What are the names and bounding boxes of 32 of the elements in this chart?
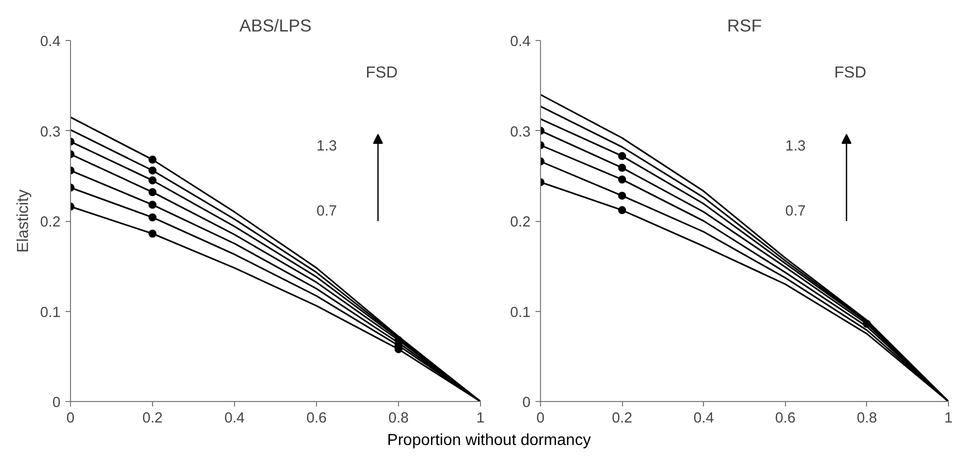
annotation: 1.3	[785, 138, 806, 155]
y-tick-label: 0.3	[510, 124, 530, 140]
x-tick-label: 0.8	[856, 410, 878, 426]
y-tick-label: 0.1	[510, 304, 530, 321]
annotation: 0.7	[316, 204, 337, 220]
y-tick-label: 0	[522, 395, 531, 411]
x-tick-label: 0.8	[388, 410, 409, 426]
x-tick-label: 0	[536, 410, 545, 426]
y-tick-label: 0.3	[40, 124, 60, 140]
x-tick-label: 0.2	[142, 410, 163, 426]
annotation: FSD	[366, 64, 398, 82]
y-tick-label: 0.2	[40, 214, 60, 230]
y-tick-label: 0	[52, 395, 61, 411]
x-tick-label: 0.2	[612, 410, 632, 426]
y-axis-title: Elasticity	[15, 189, 32, 253]
x-tick-label: 1	[944, 410, 953, 426]
y-tick-label: 0.2	[510, 214, 530, 230]
x-tick-label: 0	[66, 410, 75, 426]
x-tick-label: 0.6	[775, 410, 796, 426]
x-tick-label: 0.4	[694, 410, 714, 426]
annotation: FSD	[834, 64, 866, 82]
annotation: 1.3	[316, 138, 337, 155]
y-tick-label: 0.4	[510, 34, 530, 50]
x-tick-label: 0.6	[306, 410, 327, 426]
chart-title: RSF	[727, 16, 762, 36]
y-tick-label: 0.4	[40, 34, 60, 50]
x-tick-label: 1	[476, 410, 485, 426]
x-tick-label: 0.4	[224, 410, 245, 426]
annotation: 0.7	[785, 204, 806, 220]
y-tick-label: 0.1	[40, 304, 60, 321]
chart-title: ABS/LPS	[239, 16, 312, 36]
x-axis-title: Proportion without dormancy	[387, 431, 591, 451]
